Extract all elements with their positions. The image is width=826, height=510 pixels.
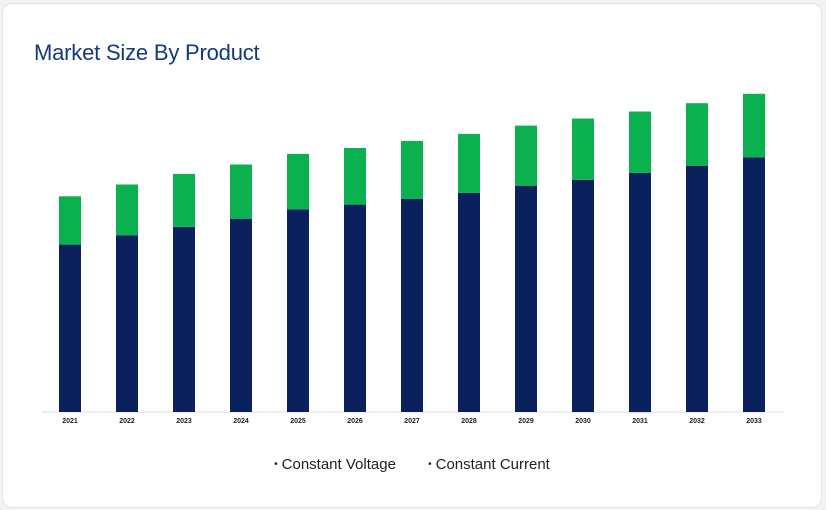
bar-constant-voltage-2024[interactable] (230, 218, 252, 412)
legend-bullet-icon: • (428, 459, 432, 470)
legend-bullet-icon: • (274, 459, 278, 470)
chart-card: Market Size By Product 2021 2022 2023 2024 2… (2, 3, 822, 508)
bar-constant-current-2031[interactable] (629, 111, 651, 173)
bar-constant-voltage-2029[interactable] (515, 185, 537, 412)
x-tick-label-2033: 2033 (746, 418, 762, 425)
bar-constant-voltage-2022[interactable] (116, 235, 138, 412)
bar-constant-current-2022[interactable] (116, 184, 138, 236)
bar-constant-voltage-2021[interactable] (59, 244, 81, 412)
bar-constant-current-2024[interactable] (230, 164, 252, 219)
bar-constant-voltage-2031[interactable] (629, 172, 651, 413)
x-tick-label-2024: 2024 (233, 418, 249, 425)
x-tick-label-2029: 2029 (518, 418, 534, 425)
bar-constant-current-2027[interactable] (401, 140, 423, 199)
legend: • Constant Voltage • Constant Current (3, 456, 821, 473)
legend-item-constant-current[interactable]: • Constant Current (428, 456, 550, 473)
bar-constant-current-2029[interactable] (515, 125, 537, 186)
x-tick-label-2025: 2025 (290, 418, 306, 425)
bar-constant-voltage-2027[interactable] (401, 198, 423, 412)
bar-constant-voltage-2033[interactable] (743, 157, 765, 412)
legend-item-constant-voltage[interactable]: • Constant Voltage (274, 456, 396, 473)
legend-label: Constant Voltage (281, 456, 396, 473)
bar-constant-current-2023[interactable] (173, 173, 195, 227)
stacked-bar-chart: 2021 2022 2023 2024 2025 2026 2027 2028 2029 2030… (42, 93, 784, 425)
x-tick-label-2023: 2023 (176, 418, 192, 425)
bar-constant-voltage-2028[interactable] (458, 192, 480, 412)
x-tick-label-2030: 2030 (575, 418, 591, 425)
x-tick-label-2032: 2032 (689, 418, 705, 425)
x-tick-labels: 2021 2022 2023 2024 2025 2026 2027 2028 2029 2030… (62, 418, 762, 425)
bar-constant-voltage-2023[interactable] (173, 227, 195, 412)
x-tick-label-2027: 2027 (404, 418, 420, 425)
bar-constant-voltage-2026[interactable] (344, 204, 366, 412)
x-tick-label-2028: 2028 (461, 418, 477, 425)
bar-constant-current-2026[interactable] (344, 148, 366, 205)
bar-constant-voltage-2030[interactable] (572, 179, 594, 412)
bar-constant-voltage-2032[interactable] (686, 165, 708, 412)
bar-constant-voltage-2025[interactable] (287, 209, 309, 412)
bar-constant-current-2030[interactable] (572, 118, 594, 180)
bars-group (59, 93, 765, 413)
x-tick-label-2031: 2031 (632, 418, 648, 425)
bar-constant-current-2028[interactable] (458, 133, 480, 193)
bar-constant-current-2032[interactable] (686, 103, 708, 166)
chart-title: Market Size By Product (34, 40, 260, 65)
x-tick-label-2026: 2026 (347, 418, 363, 425)
bar-constant-current-2033[interactable] (743, 93, 765, 158)
bar-constant-current-2025[interactable] (287, 153, 309, 210)
x-tick-label-2021: 2021 (62, 418, 78, 425)
legend-label: Constant Current (435, 456, 550, 473)
bar-constant-current-2021[interactable] (59, 196, 81, 245)
x-tick-label-2022: 2022 (119, 418, 135, 425)
